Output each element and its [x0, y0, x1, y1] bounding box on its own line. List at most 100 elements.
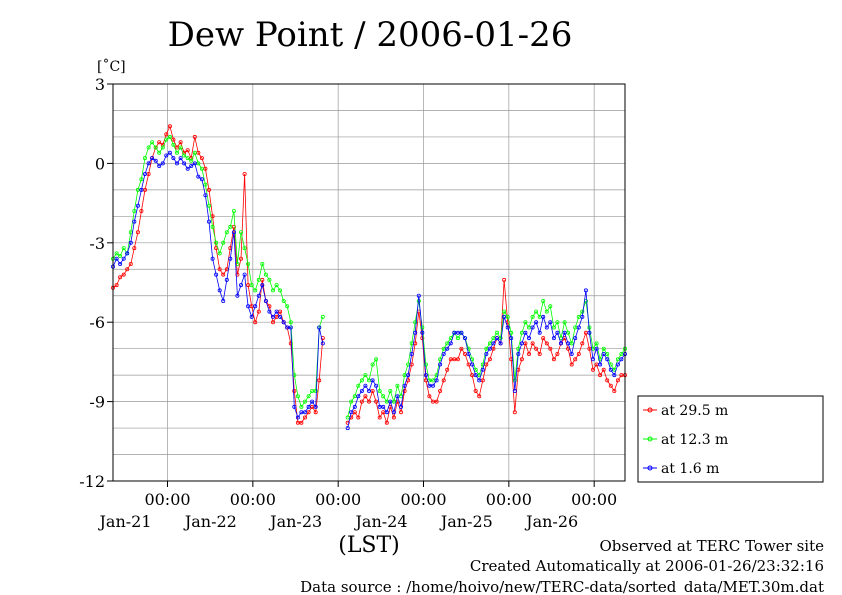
- series-point: [203, 182, 208, 187]
- series-point: [246, 261, 251, 266]
- legend-box: [637, 395, 824, 483]
- series-point: [270, 314, 275, 319]
- series-point: [139, 177, 144, 182]
- series-point: [217, 267, 222, 272]
- series-point: [203, 193, 208, 198]
- series-point: [274, 309, 279, 314]
- x-tick-date: Jan-26: [524, 512, 578, 531]
- y-tick-label: -6: [89, 313, 105, 332]
- series-point: [132, 208, 137, 213]
- series-point: [153, 158, 158, 163]
- series-point: [416, 293, 421, 298]
- series-point: [441, 351, 446, 356]
- series-point: [402, 388, 407, 393]
- series-point: [406, 373, 411, 378]
- series-point: [242, 171, 247, 176]
- series-point: [370, 362, 375, 367]
- footer-created: Created Automatically at 2006-01-26/23:3…: [470, 557, 824, 575]
- series-point: [356, 383, 361, 388]
- series-point: [551, 325, 556, 330]
- series-point: [445, 346, 450, 351]
- series-point: [128, 261, 133, 266]
- series-point: [462, 336, 467, 341]
- x-tick-date: Jan-25: [439, 512, 493, 531]
- series-point: [569, 351, 574, 356]
- legend-label: at 12.3 m: [661, 432, 728, 448]
- x-tick-time: 00:00: [144, 490, 190, 509]
- series-point: [345, 415, 350, 420]
- series-point: [544, 325, 549, 330]
- series-point: [398, 404, 403, 409]
- series-point: [178, 140, 183, 145]
- y-tick-label: 3: [95, 75, 105, 94]
- series-point: [253, 288, 258, 293]
- series-point: [292, 404, 297, 409]
- series-point: [370, 378, 375, 383]
- series-point: [253, 304, 258, 309]
- series-point: [256, 293, 261, 298]
- series-point: [459, 330, 464, 335]
- series-point: [246, 304, 251, 309]
- series-point: [459, 346, 464, 351]
- series-point: [388, 399, 393, 404]
- series-point: [249, 283, 254, 288]
- series-point: [601, 346, 606, 351]
- series-point: [363, 383, 368, 388]
- series-point: [551, 336, 556, 341]
- y-tick-label: 0: [95, 154, 105, 173]
- series-point: [310, 399, 315, 404]
- series-point: [285, 304, 290, 309]
- series-point: [413, 320, 418, 325]
- series-point: [313, 404, 318, 409]
- series-point: [494, 330, 499, 335]
- series-point: [356, 415, 361, 420]
- series-point: [157, 150, 162, 155]
- series-point: [505, 325, 510, 330]
- series-point: [153, 145, 158, 150]
- series-point: [359, 378, 364, 383]
- series-point: [566, 341, 571, 346]
- series-point: [502, 314, 507, 319]
- series-point: [139, 187, 144, 192]
- series-point: [359, 399, 364, 404]
- legend-swatch-marker: [647, 436, 653, 442]
- x-tick-time: 00:00: [571, 490, 617, 509]
- series-point: [206, 203, 211, 208]
- series-point: [608, 383, 613, 388]
- series-point: [576, 325, 581, 330]
- series-line: [112, 152, 626, 429]
- series-point: [260, 283, 265, 288]
- series-point: [569, 341, 574, 346]
- series-point: [242, 246, 247, 251]
- series-point: [270, 288, 275, 293]
- series-point: [349, 410, 354, 415]
- series-point: [391, 415, 396, 420]
- series-point: [527, 336, 532, 341]
- series-point: [189, 158, 194, 163]
- grid: [113, 83, 625, 482]
- series-point: [352, 404, 357, 409]
- series-point: [160, 161, 165, 166]
- series-point: [135, 230, 140, 235]
- series-point: [615, 362, 620, 367]
- series-point: [541, 336, 546, 341]
- series-point: [619, 357, 624, 362]
- series-point: [317, 325, 322, 330]
- series-point: [214, 272, 219, 277]
- series-point: [274, 283, 279, 288]
- series-point: [267, 309, 272, 314]
- series-point: [438, 388, 443, 393]
- series-point: [132, 219, 137, 224]
- series-point: [121, 272, 126, 277]
- series-point: [434, 373, 439, 378]
- series-point: [235, 293, 240, 298]
- series-point: [260, 261, 265, 266]
- series-point: [185, 156, 190, 161]
- series-point: [388, 388, 393, 393]
- series-point: [434, 378, 439, 383]
- series-point: [512, 378, 517, 383]
- series-point: [270, 320, 275, 325]
- series-point: [384, 420, 389, 425]
- y-tick-label: -3: [89, 234, 105, 253]
- series-point: [473, 388, 478, 393]
